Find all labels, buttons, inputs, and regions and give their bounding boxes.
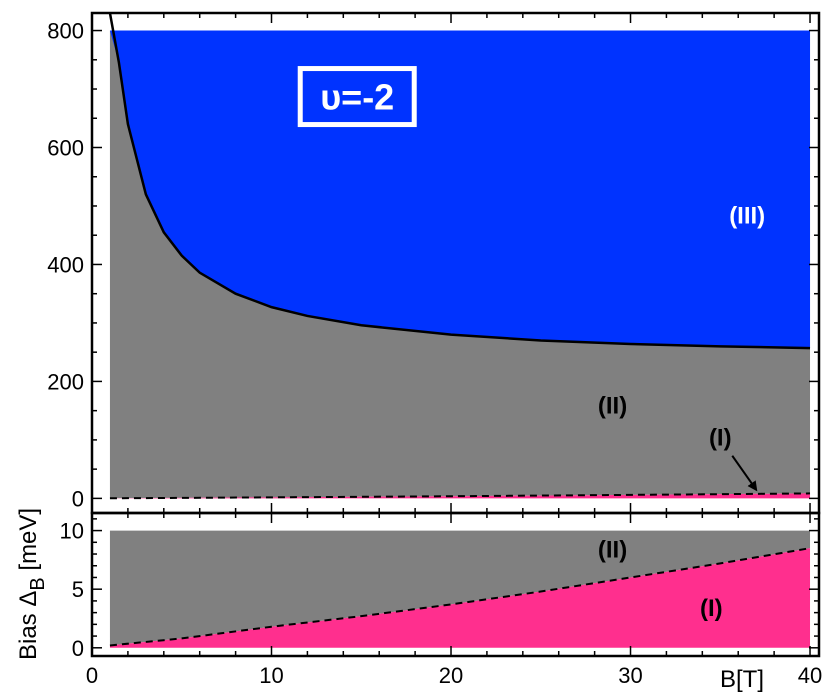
- boundary-II-III-line: [108, 13, 811, 350]
- top-panel: 0 200 400 600 800 (III) (II) (I) υ=-2: [47, 11, 821, 515]
- region-I-fill: [109, 493, 811, 499]
- boundary-I-II-dashed-line: [109, 547, 811, 647]
- y-tick-label: 5: [72, 577, 84, 602]
- region-III-fill: [109, 30, 811, 349]
- x-axis-title: B[T]: [720, 666, 764, 693]
- bottom-ticks: [91, 513, 819, 656]
- region-label: (III): [729, 203, 765, 230]
- top-fills: [108, 13, 811, 500]
- y-tick-label: 400: [47, 252, 84, 277]
- filling-factor-frame: [297, 66, 417, 128]
- region-label: (I): [700, 595, 723, 622]
- bottom-frame: [90, 511, 821, 658]
- region-I-fill: [109, 548, 811, 648]
- region-II-fill: [109, 530, 811, 646]
- y-axis-title: Bias ΔB [meV]: [15, 508, 49, 660]
- bottom-panel: 0 5 10 (II) (I): [60, 511, 821, 661]
- x-tick-label: 30: [618, 663, 642, 688]
- x-tick-label: 40: [798, 663, 822, 688]
- y-tick-label: 0: [72, 636, 84, 661]
- region-label: (I): [709, 425, 732, 452]
- region-I-arrow: [731, 455, 758, 492]
- filling-factor-label: υ=-2: [320, 77, 394, 118]
- bottom-fills: [109, 530, 811, 648]
- x-tick-label: 20: [439, 663, 463, 688]
- y-tick-label: 600: [47, 136, 84, 161]
- filling-factor-box: υ=-2: [297, 66, 417, 128]
- y-tick-label: 0: [72, 486, 84, 511]
- y-tick-label: 200: [47, 369, 84, 394]
- boundary-I-II-dashed-line: [109, 492, 811, 500]
- y-tick-label: 10: [60, 519, 84, 544]
- region-label: (II): [598, 537, 627, 564]
- x-tick-label: 0: [86, 663, 98, 688]
- figure-labels: 0 10 20 30 40 B[T] Bias ΔB [meV]: [15, 508, 822, 693]
- x-tick-label: 10: [259, 663, 283, 688]
- y-tick-label: 800: [47, 19, 84, 44]
- region-label: (II): [598, 393, 627, 420]
